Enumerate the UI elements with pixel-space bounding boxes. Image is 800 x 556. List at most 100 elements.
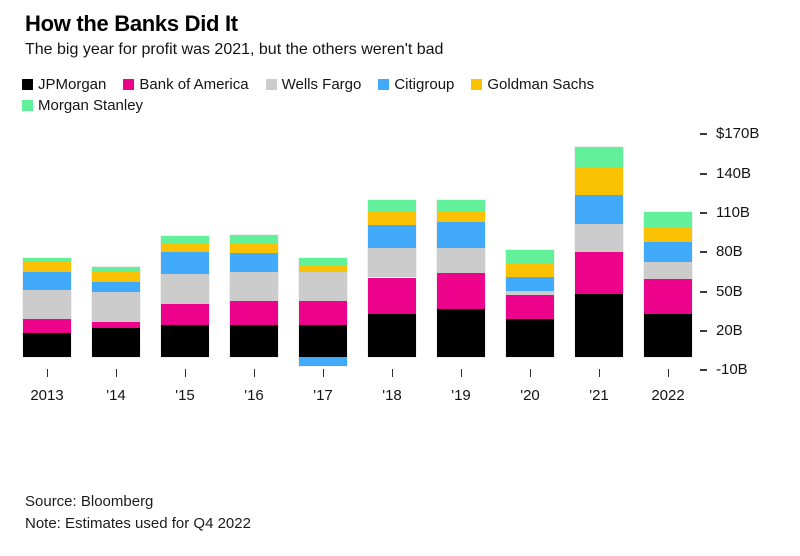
bar-segment-morgan-stanley: [23, 257, 71, 262]
x-axis-label: '15: [175, 387, 195, 404]
bar-segment-goldman-sachs: [92, 271, 140, 283]
x-axis-tick: [322, 369, 324, 377]
x-axis-label: 2013: [30, 387, 64, 404]
bar-segment-wells-fargo: [161, 274, 209, 305]
x-axis-tick: [391, 369, 393, 377]
x-axis-tick: [598, 369, 600, 377]
source-note: Source: Bloomberg: [25, 493, 154, 510]
bar-segment-citigroup: [437, 222, 485, 248]
bar-segment-wells-fargo: [23, 289, 71, 319]
bar-segment-jpmorgan: [299, 325, 347, 358]
estimates-note: Note: Estimates used for Q4 2022: [25, 515, 251, 532]
y-axis-tick-dash: [700, 251, 707, 254]
bar-segment-bank-of-america: [92, 322, 140, 329]
bar-segment-goldman-sachs: [23, 261, 71, 272]
legend-label: Wells Fargo: [281, 76, 362, 93]
bar-group--16: [230, 235, 278, 357]
x-axis-label: '19: [451, 387, 471, 404]
bar-group--17: [299, 258, 347, 366]
bar-segment-citigroup: [644, 242, 692, 262]
bar-segment-wells-fargo: [575, 223, 623, 252]
legend-swatch-citigroup: [378, 79, 390, 90]
bar-segment-citigroup: [506, 276, 554, 292]
bar-segment-jpmorgan: [644, 313, 692, 357]
bar-segment-bank-of-america: [23, 318, 71, 334]
legend-item-wells-fargo: Wells Fargo: [265, 76, 362, 93]
y-axis-tick-label: 140B: [716, 164, 752, 182]
bar-group--20: [506, 249, 554, 357]
bar-group--14: [92, 266, 140, 357]
y-axis-tick-dash: [700, 369, 707, 372]
legend-item-jpmorgan: JPMorgan: [22, 76, 106, 93]
bar-segment-goldman-sachs: [437, 211, 485, 223]
x-axis-tick: [115, 369, 117, 377]
x-axis-tick: [667, 369, 669, 377]
bar-group-2022: [644, 212, 692, 357]
y-axis-tick-label: 20B: [716, 321, 743, 339]
bar-segment-jpmorgan: [230, 324, 278, 357]
x-axis-label: '14: [106, 387, 126, 404]
y-axis-tick-dash: [700, 329, 707, 332]
bar-segment-goldman-sachs: [161, 243, 209, 252]
x-axis-label: '20: [520, 387, 540, 404]
bar-segment-morgan-stanley: [437, 199, 485, 212]
bar-segment-citigroup: [92, 282, 140, 292]
x-axis-label: '21: [589, 387, 609, 404]
bar-segment-jpmorgan: [92, 328, 140, 357]
y-axis-tick-dash: [700, 290, 707, 293]
x-axis-tick: [529, 369, 531, 377]
x-axis-label: 2022: [651, 387, 685, 404]
bar-segment-bank-of-america: [230, 301, 278, 325]
y-axis-tick-label: -10B: [716, 361, 748, 379]
bar-segment-morgan-stanley: [299, 258, 347, 267]
y-axis-tick-dash: [700, 133, 707, 136]
legend-label: Goldman Sachs: [487, 76, 595, 93]
bar-segment-morgan-stanley: [575, 146, 623, 167]
bar-segment-jpmorgan: [437, 309, 485, 357]
bar-segment-citigroup: [368, 224, 416, 249]
legend-label: JPMorgan: [38, 76, 107, 93]
y-axis-tick-label: $170B: [716, 125, 760, 143]
legend-label: Morgan Stanley: [38, 97, 144, 114]
bar-segment-bank-of-america: [368, 277, 416, 315]
bar-segment-bank-of-america: [161, 304, 209, 325]
bar-segment-citigroup: [230, 252, 278, 273]
bar-segment-jpmorgan: [575, 293, 623, 358]
x-axis-tick: [253, 369, 255, 377]
bar-group--15: [161, 235, 209, 357]
bar-segment-jpmorgan: [23, 333, 71, 357]
bar-group--18: [368, 199, 416, 358]
bar-segment-morgan-stanley: [161, 235, 209, 244]
legend-swatch-wells-fargo: [265, 79, 277, 90]
legend-label: Bank of America: [139, 76, 249, 93]
bar-segment-goldman-sachs: [506, 264, 554, 277]
bar-segment-morgan-stanley: [230, 235, 278, 244]
x-axis-label: '17: [313, 387, 333, 404]
bar-segment-morgan-stanley: [506, 249, 554, 265]
bar-group--21: [575, 146, 623, 358]
bar-segment-goldman-sachs: [299, 266, 347, 273]
plot-area: 2013 '14 '15 '16 '17 '18 '19 '20 '21 2022 $170B 140…: [23, 125, 760, 404]
bar-segment-bank-of-america: [437, 273, 485, 310]
bar-segment-wells-fargo: [299, 272, 347, 302]
legend: JPMorgan Bank of America Wells Fargo Citigr…: [22, 76, 682, 114]
legend-label: Citigroup: [394, 76, 455, 93]
bar-segment-citigroup: [23, 271, 71, 290]
x-axis-tick: [184, 369, 186, 377]
x-axis-label: '16: [244, 387, 264, 404]
legend-swatch-bank-of-america: [123, 79, 135, 90]
bar-segment-goldman-sachs: [368, 210, 416, 225]
bar-segment-bank-of-america: [575, 251, 623, 294]
bar-segment-wells-fargo: [92, 291, 140, 323]
y-axis-tick-label: 80B: [716, 243, 743, 261]
bar-segment-citigroup: [299, 356, 347, 366]
bar-segment-wells-fargo: [230, 272, 278, 302]
y-axis-tick-dash: [700, 172, 707, 175]
bar-segment-bank-of-america: [506, 295, 554, 319]
bar-segment-wells-fargo: [506, 291, 554, 296]
bar-segment-bank-of-america: [644, 279, 692, 314]
chart-title: How the Banks Did It: [25, 11, 238, 36]
legend-swatch-jpmorgan: [22, 79, 33, 90]
bar-segment-jpmorgan: [506, 318, 554, 357]
bar-segment-goldman-sachs: [644, 227, 692, 243]
